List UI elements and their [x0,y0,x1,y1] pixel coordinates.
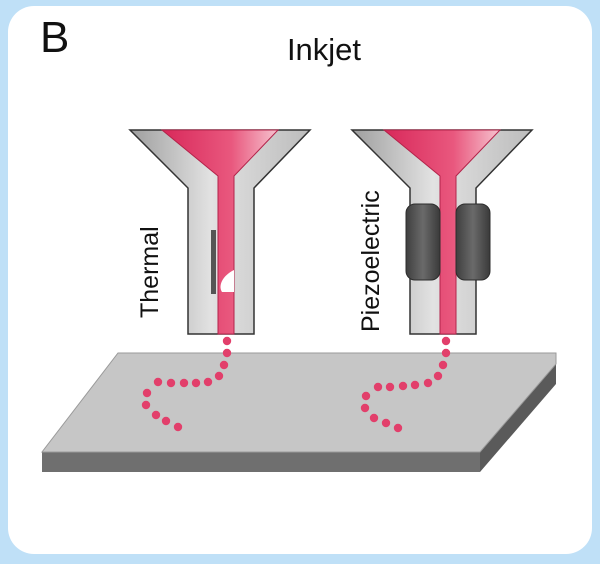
piezoelectric-droplet-trail [360,336,451,433]
thermal-label: Thermal [136,226,164,318]
substrate [40,352,557,472]
panel-letter: B [40,13,70,62]
piezoelectric-nozzle [350,129,534,335]
panel-title: Inkjet [286,32,362,67]
piezo-element-right [455,203,491,281]
thermal-nozzle [128,129,312,335]
piezoelectric-label: Piezoelectric [357,190,385,332]
vapor-bubble [220,270,234,292]
heater-element [211,230,216,294]
piezo-element-left [405,203,441,281]
thermal-droplet-trail [141,336,232,432]
